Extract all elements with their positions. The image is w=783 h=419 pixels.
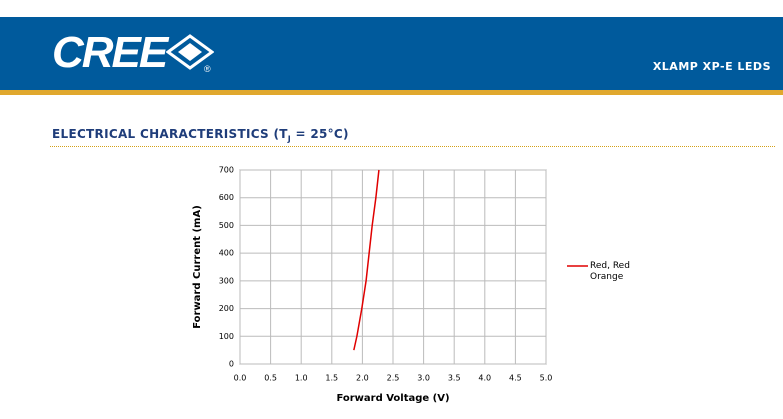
logo-mark: [166, 34, 214, 70]
y-tick-label: 600: [219, 193, 234, 202]
product-name: XLAMP XP-E LEDS: [652, 60, 771, 73]
x-tick-label: 3.0: [417, 374, 430, 383]
section-title: ELECTRICAL CHARACTERISTICS (TJ = 25°C): [52, 127, 349, 143]
y-tick-label: 200: [219, 304, 234, 313]
y-tick-label: 400: [219, 249, 234, 258]
logo: CREE: [52, 28, 168, 77]
title-text: ELECTRICAL CHARACTERISTICS (T: [52, 127, 288, 141]
x-tick-label: 3.5: [448, 374, 461, 383]
y-tick-label: 500: [219, 221, 234, 230]
x-tick-label: 4.5: [509, 374, 522, 383]
x-tick-label: 4.0: [478, 374, 491, 383]
section-rule: [50, 146, 775, 147]
x-tick-label: 1.0: [295, 374, 308, 383]
title-subscript: J: [287, 134, 292, 144]
x-tick-label: 1.5: [325, 374, 338, 383]
x-tick-label: 0.0: [234, 374, 247, 383]
x-tick-label: 2.0: [356, 374, 369, 383]
x-tick-label: 0.5: [264, 374, 277, 383]
y-axis-label: Forward Current (mA): [192, 205, 203, 329]
y-tick-label: 700: [219, 166, 234, 175]
x-tick-label: 2.5: [387, 374, 400, 383]
x-tick-label: 5.0: [540, 374, 553, 383]
registered-mark: ®: [204, 64, 211, 74]
header-stripe: [0, 90, 783, 95]
y-tick-label: 100: [219, 332, 234, 341]
header-band: [0, 17, 783, 90]
x-axis-label: Forward Voltage (V): [336, 393, 449, 404]
data-line: [353, 169, 380, 351]
title-text: = 25°C): [291, 127, 349, 141]
legend-label: Red, Red Orange: [590, 261, 630, 282]
y-tick-label: 300: [219, 276, 234, 285]
y-tick-label: 0: [229, 360, 234, 369]
